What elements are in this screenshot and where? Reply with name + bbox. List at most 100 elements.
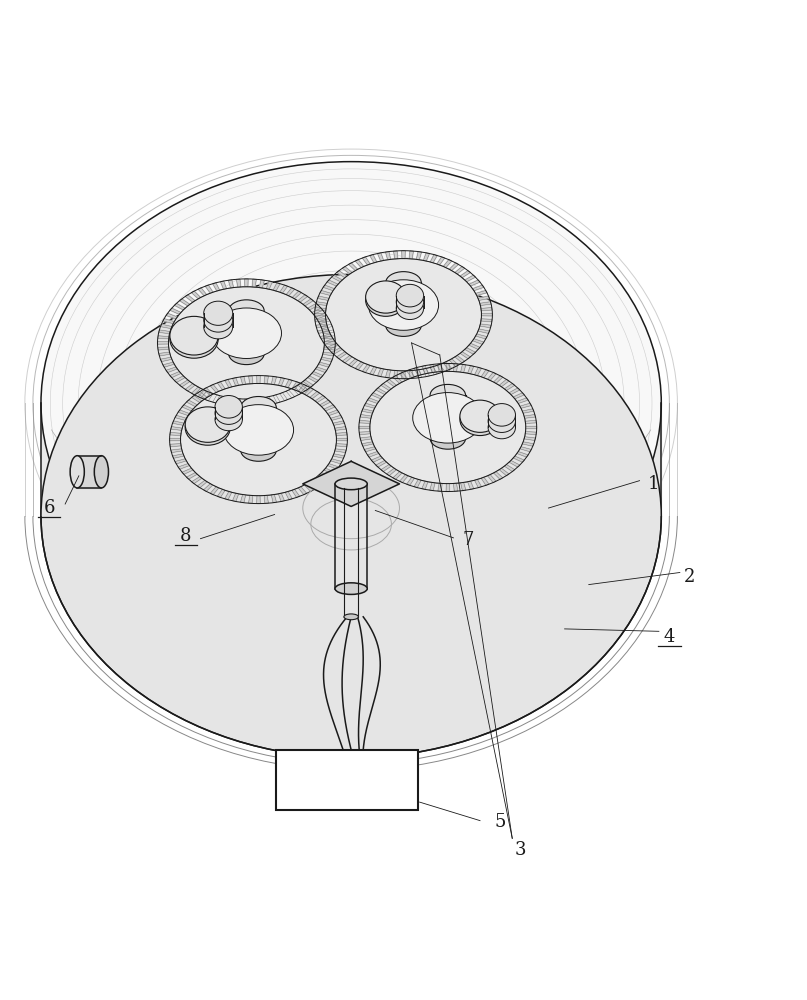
Polygon shape (437, 257, 445, 265)
Ellipse shape (215, 402, 242, 424)
Polygon shape (324, 336, 335, 339)
Polygon shape (298, 295, 307, 302)
Polygon shape (315, 477, 325, 484)
Ellipse shape (41, 274, 661, 758)
Polygon shape (349, 359, 358, 367)
Ellipse shape (430, 384, 466, 406)
Ellipse shape (181, 383, 337, 496)
Polygon shape (171, 449, 182, 453)
Polygon shape (266, 397, 273, 405)
Polygon shape (409, 370, 413, 379)
Polygon shape (264, 495, 269, 503)
Ellipse shape (335, 583, 367, 594)
Text: 3: 3 (515, 841, 526, 859)
Polygon shape (259, 280, 265, 288)
Polygon shape (407, 370, 415, 378)
Polygon shape (228, 280, 233, 288)
Polygon shape (315, 319, 326, 322)
Polygon shape (249, 376, 253, 384)
Polygon shape (174, 376, 185, 382)
Polygon shape (402, 251, 405, 259)
Polygon shape (328, 464, 339, 469)
Polygon shape (504, 464, 515, 472)
Polygon shape (446, 484, 449, 491)
Polygon shape (430, 482, 435, 491)
Polygon shape (213, 283, 220, 291)
Polygon shape (430, 367, 437, 375)
Polygon shape (509, 460, 520, 467)
Polygon shape (336, 444, 347, 447)
Polygon shape (173, 454, 184, 458)
Polygon shape (240, 376, 245, 385)
Polygon shape (370, 367, 377, 375)
Polygon shape (324, 342, 335, 344)
Polygon shape (211, 487, 219, 495)
Polygon shape (522, 409, 533, 413)
Polygon shape (163, 362, 174, 367)
Polygon shape (245, 399, 248, 407)
Polygon shape (335, 427, 346, 430)
Polygon shape (174, 303, 185, 310)
Ellipse shape (228, 343, 264, 365)
Ellipse shape (335, 478, 367, 490)
Polygon shape (378, 253, 383, 261)
Polygon shape (303, 299, 313, 306)
Text: 6: 6 (44, 499, 55, 517)
Text: 1: 1 (647, 475, 659, 493)
Polygon shape (286, 390, 295, 398)
Ellipse shape (169, 287, 324, 399)
Polygon shape (416, 370, 421, 378)
Polygon shape (360, 437, 371, 440)
Polygon shape (163, 319, 174, 324)
Ellipse shape (203, 308, 232, 332)
Polygon shape (225, 492, 232, 500)
Ellipse shape (240, 440, 276, 461)
Polygon shape (359, 426, 370, 429)
Polygon shape (166, 313, 178, 319)
Ellipse shape (325, 259, 482, 371)
Polygon shape (414, 367, 421, 376)
Polygon shape (422, 481, 428, 489)
Polygon shape (454, 364, 458, 372)
Polygon shape (524, 415, 536, 418)
Ellipse shape (366, 284, 406, 316)
Polygon shape (473, 285, 484, 291)
Polygon shape (324, 468, 335, 474)
Polygon shape (161, 324, 172, 329)
Polygon shape (211, 385, 219, 392)
Polygon shape (186, 400, 197, 407)
Polygon shape (525, 432, 537, 435)
Polygon shape (252, 279, 257, 287)
Polygon shape (169, 438, 181, 441)
Polygon shape (362, 257, 370, 265)
Polygon shape (273, 283, 280, 291)
Polygon shape (198, 480, 207, 488)
Polygon shape (465, 348, 475, 354)
Polygon shape (320, 334, 332, 339)
Polygon shape (312, 308, 323, 314)
Polygon shape (362, 364, 370, 373)
Polygon shape (333, 454, 345, 458)
Polygon shape (355, 260, 364, 268)
Polygon shape (316, 313, 327, 319)
Polygon shape (475, 367, 482, 376)
Polygon shape (159, 330, 170, 334)
Polygon shape (469, 343, 480, 349)
Polygon shape (359, 420, 370, 423)
Polygon shape (175, 415, 186, 420)
Polygon shape (394, 251, 398, 259)
Polygon shape (225, 379, 232, 388)
Ellipse shape (488, 410, 516, 432)
Polygon shape (424, 253, 429, 261)
Polygon shape (494, 472, 503, 479)
Polygon shape (407, 477, 415, 485)
Text: 5: 5 (495, 813, 506, 831)
Polygon shape (376, 460, 387, 467)
Polygon shape (336, 432, 347, 435)
Polygon shape (443, 260, 452, 268)
Ellipse shape (396, 297, 424, 320)
Polygon shape (303, 380, 313, 387)
Polygon shape (159, 352, 170, 356)
Polygon shape (157, 336, 169, 339)
Polygon shape (513, 393, 525, 399)
